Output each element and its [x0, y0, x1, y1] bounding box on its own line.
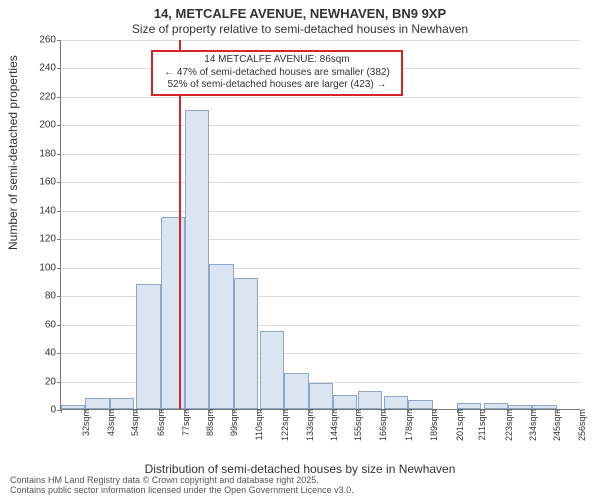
y-tick-label: 140 [39, 205, 61, 216]
x-tick-mark [333, 409, 334, 413]
x-tick-mark [209, 409, 210, 413]
histogram-bar [260, 331, 284, 409]
gridline [61, 97, 580, 98]
x-tick-mark [85, 409, 86, 413]
histogram-bar [284, 373, 308, 409]
gridline [61, 182, 580, 183]
x-tick-label: 256sqm [573, 409, 587, 441]
y-tick-label: 260 [39, 35, 61, 46]
gridline [61, 125, 580, 126]
x-tick-label: 245sqm [548, 409, 562, 441]
y-tick-label: 200 [39, 120, 61, 131]
x-tick-mark [260, 409, 261, 413]
x-tick-label: 122sqm [276, 409, 290, 441]
histogram-bar [333, 395, 357, 409]
y-tick-label: 100 [39, 262, 61, 273]
gridline [61, 268, 580, 269]
x-tick-mark [309, 409, 310, 413]
x-tick-label: 189sqm [425, 409, 439, 441]
marker-callout: 14 METCALFE AVENUE: 86sqm← 47% of semi-d… [151, 50, 403, 96]
x-tick-mark [234, 409, 235, 413]
y-tick-label: 160 [39, 177, 61, 188]
chart-subtitle: Size of property relative to semi-detach… [0, 22, 600, 36]
x-tick-label: 77sqm [177, 409, 191, 436]
gridline [61, 154, 580, 155]
x-tick-mark [110, 409, 111, 413]
x-tick-mark [284, 409, 285, 413]
x-tick-mark [557, 409, 558, 413]
x-tick-label: 88sqm [201, 409, 215, 436]
chart-title: 14, METCALFE AVENUE, NEWHAVEN, BN9 9XP [0, 6, 600, 21]
histogram-bar [408, 400, 432, 409]
x-tick-label: 223sqm [500, 409, 514, 441]
x-tick-label: 155sqm [349, 409, 363, 441]
x-tick-label: 211sqm [473, 409, 487, 440]
y-tick-label: 20 [45, 376, 61, 387]
x-tick-mark [61, 409, 62, 413]
x-tick-label: 234sqm [524, 409, 538, 441]
histogram-bar [110, 398, 134, 409]
x-tick-mark [457, 409, 458, 413]
histogram-bar [309, 383, 333, 409]
callout-line: 52% of semi-detached houses are larger (… [157, 79, 397, 92]
x-tick-mark [358, 409, 359, 413]
x-tick-label: 144sqm [325, 409, 339, 441]
x-tick-label: 166sqm [374, 409, 388, 441]
x-tick-label: 32sqm [77, 409, 91, 436]
gridline [61, 211, 580, 212]
x-tick-label: 201sqm [451, 409, 465, 441]
y-tick-label: 240 [39, 63, 61, 74]
histogram-bar [136, 284, 160, 409]
x-tick-mark [532, 409, 533, 413]
x-tick-mark [185, 409, 186, 413]
x-tick-mark [384, 409, 385, 413]
x-tick-label: 54sqm [126, 409, 140, 436]
x-tick-label: 110sqm [250, 409, 264, 440]
x-tick-mark [484, 409, 485, 413]
y-tick-label: 60 [45, 319, 61, 330]
gridline [61, 40, 580, 41]
x-tick-mark [136, 409, 137, 413]
y-tick-label: 0 [50, 405, 61, 416]
x-tick-mark [408, 409, 409, 413]
histogram-bar [185, 110, 209, 409]
footnote-line-2: Contains public sector information licen… [10, 486, 354, 496]
histogram-bar [209, 264, 233, 409]
histogram-bar [358, 391, 382, 410]
plot-area: 02040608010012014016018020022024026032sq… [60, 40, 580, 410]
y-tick-label: 80 [45, 291, 61, 302]
y-tick-label: 120 [39, 234, 61, 245]
x-tick-mark [161, 409, 162, 413]
x-tick-label: 99sqm [225, 409, 239, 436]
x-tick-label: 133sqm [301, 409, 315, 441]
histogram-bar [234, 278, 258, 409]
x-tick-label: 66sqm [152, 409, 166, 436]
y-tick-label: 40 [45, 348, 61, 359]
x-tick-mark [508, 409, 509, 413]
y-tick-label: 220 [39, 91, 61, 102]
histogram-bar [85, 398, 109, 409]
gridline [61, 239, 580, 240]
callout-line: ← 47% of semi-detached houses are smalle… [157, 67, 397, 80]
x-axis-label: Distribution of semi-detached houses by … [0, 462, 600, 476]
x-tick-label: 178sqm [400, 409, 414, 441]
x-tick-label: 43sqm [102, 409, 116, 436]
callout-line: 14 METCALFE AVENUE: 86sqm [157, 54, 397, 67]
y-tick-label: 180 [39, 148, 61, 159]
histogram-bar [384, 396, 408, 409]
footnote: Contains HM Land Registry data © Crown c… [10, 476, 354, 496]
x-tick-mark [435, 409, 436, 413]
y-axis-label: Number of semi-detached properties [6, 55, 20, 250]
chart-container: { "title": "14, METCALFE AVENUE, NEWHAVE… [0, 0, 600, 500]
